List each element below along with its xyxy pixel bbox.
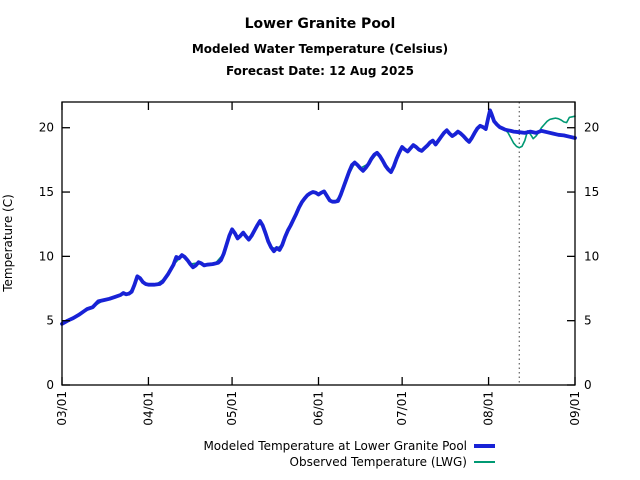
- legend-row-observed: Observed Temperature (LWG): [289, 454, 495, 469]
- y-tick-label-left: 15: [39, 185, 54, 199]
- y-tick-label-left: 0: [46, 378, 54, 392]
- legend-row-modeled: Modeled Temperature at Lower Granite Poo…: [203, 438, 495, 453]
- y-tick-label-right: 20: [584, 121, 599, 135]
- y-tick-label-right: 10: [584, 249, 599, 263]
- y-tick-label-left: 20: [39, 121, 54, 135]
- chart-subtitle: Modeled Water Temperature (Celsius): [191, 42, 449, 56]
- x-tick-label: 06/01: [312, 391, 326, 426]
- plot-frame: [61, 101, 576, 386]
- modeled-temperature-line: [60, 108, 577, 326]
- observed-line-sample: [474, 460, 495, 463]
- x-tick-label: 08/01: [482, 391, 496, 426]
- modeled-line-sample: [474, 443, 495, 448]
- y-tick-label-right: 15: [584, 185, 599, 199]
- x-tick-label: 09/01: [568, 391, 582, 426]
- forecast-date-label: Forecast Date: 12 Aug 2025: [225, 64, 415, 78]
- x-tick-label: 04/01: [141, 391, 155, 426]
- y-tick-label-right: 5: [584, 314, 592, 328]
- y-tick-label-right: 0: [584, 378, 592, 392]
- observed-temperature-line: [61, 110, 576, 325]
- x-tick-label: 05/01: [225, 391, 239, 426]
- y-tick-label-left: 5: [46, 314, 54, 328]
- legend-label-observed: Observed Temperature (LWG): [289, 454, 468, 469]
- y-tick-label-left: 10: [39, 249, 54, 263]
- chart-legend: Modeled Temperature at Lower Granite Poo…: [203, 438, 495, 469]
- x-tick-label: 03/01: [55, 391, 69, 426]
- legend-label-modeled: Modeled Temperature at Lower Granite Poo…: [203, 438, 467, 453]
- page-title: Lower Granite Pool: [244, 16, 396, 32]
- x-tick-label: 07/01: [395, 391, 409, 426]
